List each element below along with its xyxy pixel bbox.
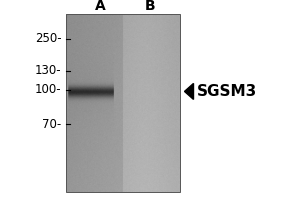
Text: A: A xyxy=(95,0,106,13)
Polygon shape xyxy=(184,83,194,99)
Text: 250-: 250- xyxy=(35,32,62,45)
Text: SGSM3: SGSM3 xyxy=(196,84,257,99)
Text: 100-: 100- xyxy=(35,83,62,96)
Bar xyxy=(66,14,180,192)
Text: 70-: 70- xyxy=(42,118,62,131)
Text: 130-: 130- xyxy=(35,64,62,77)
Text: B: B xyxy=(145,0,155,13)
